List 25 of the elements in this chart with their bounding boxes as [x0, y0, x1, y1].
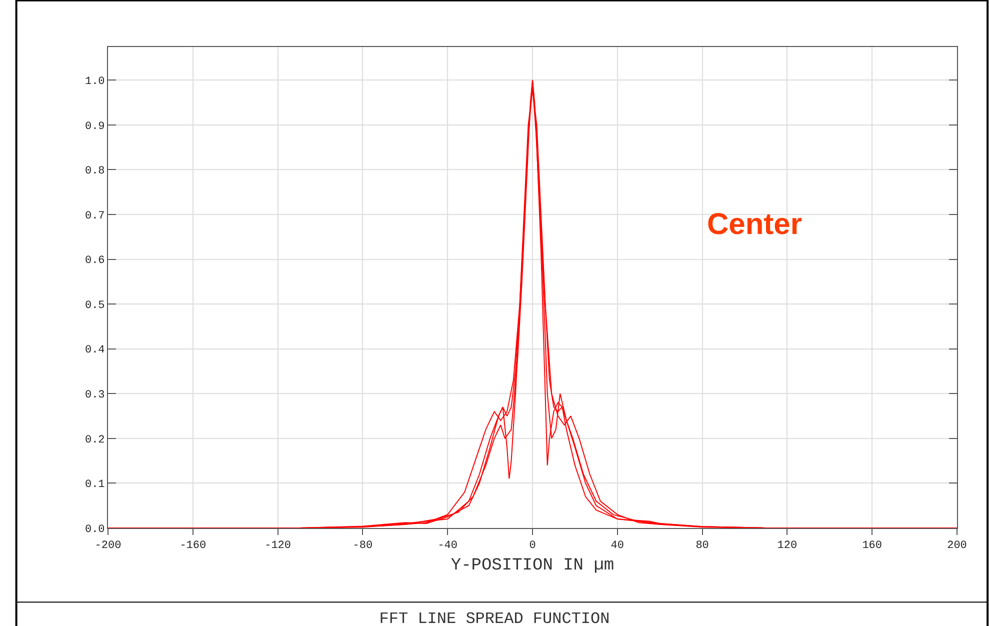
x-tick-label: 120 [777, 540, 798, 552]
x-tick-label: 80 [696, 540, 709, 552]
y-tick-label: 0.4 [84, 344, 106, 357]
y-tick-label: 0.0 [84, 524, 105, 536]
annotation: Center [707, 208, 802, 241]
y-tick-label: 1.0 [84, 76, 105, 88]
x-tick-label: -80 [352, 540, 373, 552]
x-axis-title: Y-POSITION IN µm [450, 556, 614, 576]
x-tick-label: -160 [180, 540, 206, 552]
y-tick-label: 0.8 [84, 166, 105, 178]
y-tick-label: 0.3 [84, 389, 105, 402]
y-tick-label: 0.6 [84, 255, 105, 268]
x-tick-label: 0 [529, 540, 536, 552]
x-tick-label: -200 [94, 540, 122, 552]
y-tick-label: 0.7 [84, 210, 105, 222]
y-tick-label: 0.2 [84, 434, 105, 446]
x-tick-label: -40 [438, 540, 458, 552]
x-tick-label: 200 [947, 540, 967, 552]
y-tick-label: 0.9 [84, 120, 105, 133]
y-tick-label: 0.5 [84, 300, 105, 312]
text: FFT LINE SPREAD FUNCTION [379, 610, 610, 626]
y-tick-label: 0.1 [84, 479, 106, 492]
x-tick-label: 40 [610, 540, 624, 552]
x-tick-label: -120 [264, 540, 292, 552]
x-tick-label: 160 [862, 540, 882, 552]
